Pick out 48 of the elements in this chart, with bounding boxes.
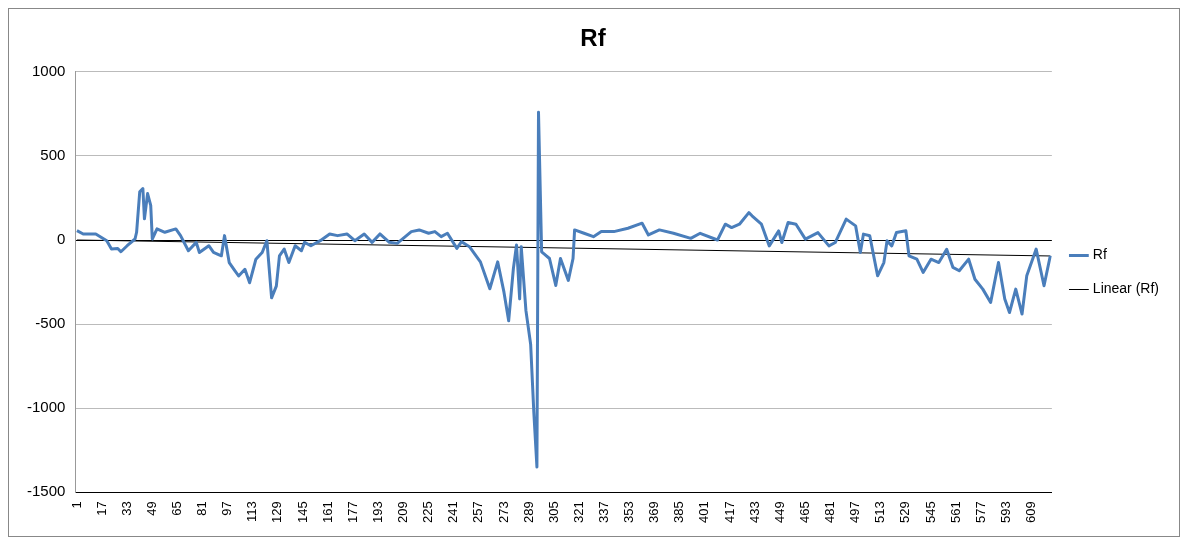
- y-tick-label: 1000: [31, 61, 66, 79]
- x-tick-label: 577: [972, 501, 988, 524]
- x-tick-label: 145: [294, 501, 310, 524]
- x-tick-label: 401: [696, 501, 712, 524]
- x-tick-label: 353: [621, 501, 637, 524]
- x-tick-label: 273: [495, 501, 511, 524]
- x-tick-label: 545: [922, 501, 938, 524]
- x-tick-label: 385: [671, 501, 687, 524]
- x-tick-label: 449: [771, 501, 787, 524]
- x-tick-label: 465: [796, 501, 812, 524]
- x-tick-label: 305: [545, 501, 561, 524]
- x-tick-label: 481: [822, 501, 838, 524]
- x-tick-label: 529: [897, 501, 913, 524]
- x-tick-label: 65: [168, 501, 184, 516]
- x-tick-label: 289: [520, 501, 536, 524]
- x-tick-label: 497: [847, 501, 863, 524]
- x-tick-label: 81: [194, 501, 210, 516]
- y-tick-label: -1500: [26, 482, 66, 500]
- x-tick-label: 433: [746, 501, 762, 524]
- x-tick-label: 129: [269, 501, 285, 524]
- x-tick-label: 193: [369, 501, 385, 524]
- x-tick-label: 33: [118, 501, 134, 516]
- y-tick-label: -500: [35, 314, 66, 332]
- x-tick-label: 49: [143, 501, 159, 516]
- x-tick-label: 513: [872, 501, 888, 524]
- x-tick-label: 241: [445, 501, 461, 524]
- x-tick-label: 161: [319, 501, 335, 524]
- legend-label: Linear (Rf): [1092, 280, 1160, 297]
- chart-title: Rf: [580, 24, 607, 52]
- x-tick-label: 417: [721, 501, 737, 524]
- legend-label: Rf: [1092, 246, 1107, 263]
- x-tick-label: 113: [244, 501, 260, 523]
- x-tick-label: 209: [395, 501, 411, 524]
- x-tick-label: 17: [93, 501, 109, 516]
- x-tick-label: 369: [646, 501, 662, 524]
- x-tick-label: 177: [344, 501, 360, 524]
- x-tick-label: 561: [947, 501, 963, 524]
- y-tick-label: 500: [40, 146, 66, 164]
- x-tick-label: 1: [68, 501, 84, 509]
- y-tick-label: 0: [57, 230, 66, 248]
- x-tick-label: 337: [596, 501, 612, 524]
- x-tick-label: 257: [470, 501, 486, 524]
- y-tick-label: -1000: [26, 398, 66, 416]
- x-tick-label: 225: [420, 501, 436, 524]
- x-tick-label: 97: [219, 501, 235, 516]
- x-tick-label: 321: [570, 501, 586, 524]
- x-tick-label: 609: [1023, 501, 1039, 524]
- x-tick-label: 593: [997, 501, 1013, 524]
